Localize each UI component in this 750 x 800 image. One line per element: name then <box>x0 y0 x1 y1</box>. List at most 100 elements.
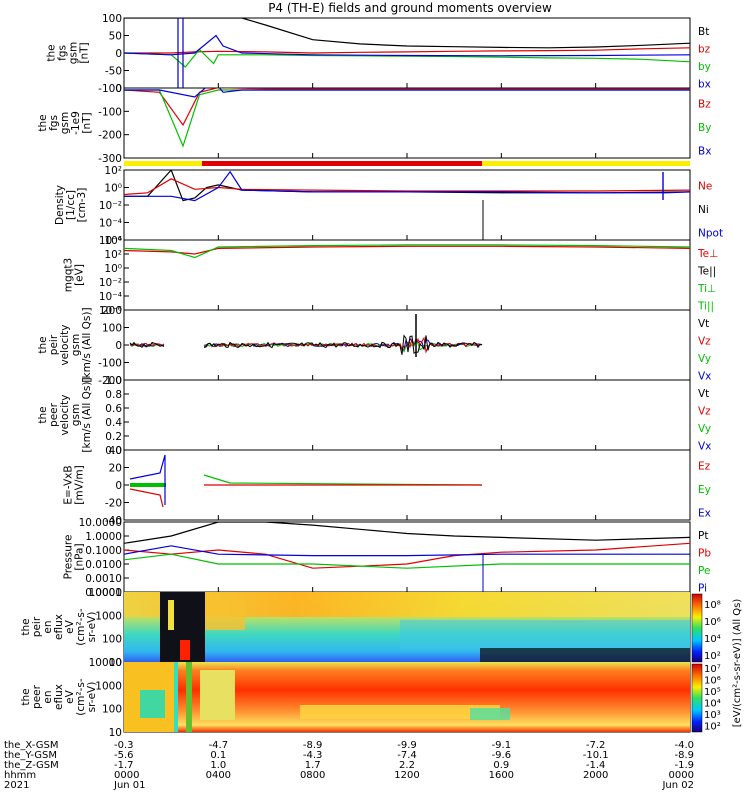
y-axis-label-line: gsm <box>68 42 80 64</box>
y-axis-label: thepeervelocitygsm[km/s (All Qs)] <box>37 377 93 452</box>
y-tick-label: 0.4 <box>105 417 122 429</box>
colorbar-tick: 10⁴ <box>704 634 721 645</box>
y-tick-label: 0.0001 <box>85 587 122 599</box>
legend-Vx: Vx <box>698 370 711 382</box>
panel-fgs_bt: 100 50 0 -50 -100 thefgsgsm[nT] Bt bz by bx <box>46 13 711 95</box>
y-axis-label: Density[1/cc][cm-3] <box>54 185 88 225</box>
y-axis-label-line: [nT] <box>81 112 93 133</box>
y-tick-label: 10⁻⁶ <box>99 305 122 317</box>
y-tick-label: 20 <box>109 463 122 475</box>
orbit-table: the_X-GSMthe_Y-GSMthe_Z-GSMhhmm2021-0.3-… <box>4 740 694 791</box>
series-density-Ni <box>124 170 690 202</box>
y-tick-label: 10⁰ <box>104 183 122 195</box>
legend-Bz: Bz <box>698 99 711 111</box>
panel-peer_v: 1.0 0.8 0.6 0.4 0.2 0.0 thepeervelocitygsm[km/… <box>37 375 711 457</box>
series-fgs_bt-Bt <box>124 18 690 49</box>
y-tick-label: 0.0 <box>105 445 122 457</box>
y-axis-label-line: [nT] <box>79 42 91 63</box>
y-axis-label-line: peer <box>31 684 43 709</box>
efield-trace <box>129 454 166 505</box>
y-axis-label-line: [km/s (All Qs)] <box>81 307 93 382</box>
y-tick-label: 1000 <box>95 610 122 622</box>
y-axis-label-line: [mV/m] <box>74 465 86 504</box>
orbit-value: 0000 <box>669 770 694 781</box>
orbit-value: -9.6 <box>492 750 512 761</box>
series-temp-Ti⊥ <box>124 244 690 259</box>
y-tick-label: 0 <box>115 48 122 60</box>
y-axis-label-line: gsm <box>70 404 82 426</box>
y-tick-label: 10² <box>104 165 122 177</box>
orbit-value: Jun 02 <box>661 780 694 791</box>
panel-efield: 40 20 0 -20 -40 E=-VxB[mV/m] Ez Ey Ex <box>63 445 711 527</box>
series-fgs_b-By <box>124 89 690 148</box>
y-tick-label: 0.2 <box>105 431 122 443</box>
y-axis-label-line: Pressure <box>63 535 75 580</box>
colorbar-peer <box>691 663 703 733</box>
y-tick-label: 40 <box>109 445 122 457</box>
orbit-value: -5.6 <box>114 750 134 761</box>
orbit-value: 2.2 <box>399 760 415 771</box>
orbit-value: -10.1 <box>583 750 609 761</box>
orbit-value: 0400 <box>206 770 231 781</box>
y-axis-label-line: sr-eV) <box>86 682 98 713</box>
legend-Npot: Npot <box>698 227 723 239</box>
legend-Te||: Te|| <box>697 265 716 277</box>
colorbar-tick: 10⁸ <box>704 600 721 611</box>
y-tick-label: 10000 <box>89 657 122 669</box>
y-tick-label: 10⁻⁶ <box>99 235 122 247</box>
y-axis-label-line: velocity <box>59 394 71 435</box>
orbit-value: -7.2 <box>586 740 606 751</box>
y-axis-label-line: the <box>20 688 32 705</box>
y-axis-label-line: fgs <box>57 45 69 61</box>
colorbar-tick: 10³ <box>704 710 721 721</box>
y-axis-label: thefgsgsm[nT] <box>46 42 91 64</box>
chart-title: P4 (TH-E) fields and ground moments over… <box>268 1 552 15</box>
orbit-value: 1200 <box>394 770 419 781</box>
y-tick-label: 0.0100 <box>85 559 122 571</box>
y-axis-label-line: velocity <box>59 324 71 365</box>
y-axis-label-line: Density <box>54 185 66 225</box>
panel-stack: 100500-50-100thefgsgsm[nT]Btbzbybx0-100-… <box>20 13 723 739</box>
legend-Vy: Vy <box>698 423 711 435</box>
y-tick-label: 1.0000 <box>85 531 122 543</box>
y-tick-label: 10.0000 <box>79 517 122 529</box>
orbit-value: 1600 <box>489 770 514 781</box>
series-temp-Te⊥ <box>124 245 690 255</box>
y-axis-label-line: eV <box>64 689 76 703</box>
orbit-value: 1.0 <box>210 760 226 771</box>
panel-frame <box>123 17 691 89</box>
legend-Pt: Pt <box>698 530 708 542</box>
y-tick-label: -100 <box>98 83 122 95</box>
legend-Ex: Ex <box>698 507 711 519</box>
y-axis-label-line: en <box>42 620 54 633</box>
y-tick-label: 10⁴ <box>104 235 122 247</box>
orbit-value: 0.1 <box>210 750 226 761</box>
y-tick-label: -200 <box>98 375 122 387</box>
y-tick-label: 100 <box>102 704 122 716</box>
y-axis-label-line: the <box>37 336 49 353</box>
y-axis-label-line: (cm²-s- <box>75 608 87 646</box>
orbit-value: -8.9 <box>303 740 323 751</box>
y-tick-label: 1.0 <box>105 375 122 387</box>
panel-frame <box>123 521 691 593</box>
legend-Pb: Pb <box>698 547 711 559</box>
legend-Ti||: Ti|| <box>697 300 714 312</box>
y-axis-label-line: the <box>20 618 32 635</box>
panel-frame <box>123 87 691 159</box>
velocity-series <box>129 314 483 357</box>
y-axis-label: thepeirenefluxeV(cm²-s-sr-eV) <box>20 608 98 646</box>
orbit-value: -1.7 <box>114 760 134 771</box>
orbit-value: -1.4 <box>586 760 606 771</box>
y-axis-label-line: E=-VxB <box>63 465 75 504</box>
orbit-value: 0.9 <box>493 760 509 771</box>
y-axis-label-line: sr-eV) <box>86 612 98 643</box>
y-tick-label: 0.0010 <box>85 573 122 585</box>
panel-frame <box>123 379 691 451</box>
panel-frame <box>123 169 691 241</box>
orbit-value: 0000 <box>114 770 139 781</box>
colorbar-tick: 10⁶ <box>704 676 721 687</box>
y-axis-label-line: peir <box>48 334 60 355</box>
colorbar-peir <box>691 593 703 663</box>
y-tick-label: 10² <box>104 249 122 261</box>
